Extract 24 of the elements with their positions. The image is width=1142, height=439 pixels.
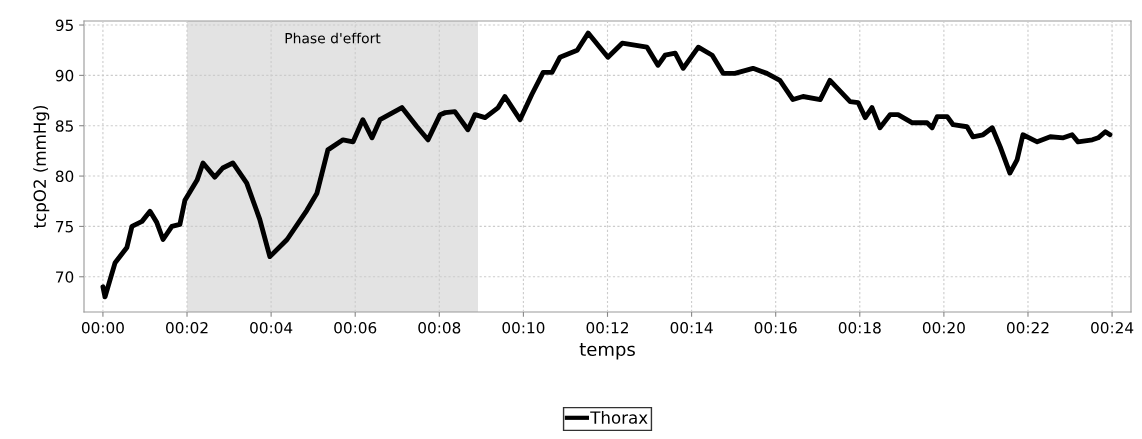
- y-axis-title: tcpO2 (mmHg): [33, 105, 50, 228]
- x-tick-label: 00:04: [250, 321, 293, 334]
- x-tick-label: 00:12: [586, 321, 628, 334]
- x-tick-label: 00:10: [502, 321, 545, 334]
- legend-label: Thorax: [590, 410, 648, 424]
- x-tick-label: 00:22: [1006, 321, 1049, 334]
- x-tick-label: 00:24: [1091, 321, 1134, 334]
- x-tick-label: 00:20: [922, 321, 965, 334]
- y-tick-label: 80: [55, 170, 74, 183]
- y-tick-label: 90: [55, 69, 74, 82]
- y-tick-label: 85: [55, 120, 73, 132]
- x-tick-label: 00:08: [418, 321, 461, 334]
- x-tick-label: 00:06: [334, 321, 377, 334]
- x-tick-label: 00:14: [670, 321, 713, 334]
- x-tick-label: 00:16: [754, 321, 797, 334]
- y-tick-label: 75: [56, 221, 73, 233]
- y-tick-label: 95: [55, 19, 73, 32]
- y-tick-label: 70: [56, 271, 74, 283]
- x-tick-label: 00:00: [81, 321, 124, 334]
- x-tick-label: 00:18: [838, 321, 881, 334]
- line-series: [100, 30, 1113, 300]
- x-tick-label: 00:02: [166, 321, 208, 334]
- band-label: Phase d'effort: [285, 32, 381, 44]
- x-axis-title: temps: [579, 343, 635, 360]
